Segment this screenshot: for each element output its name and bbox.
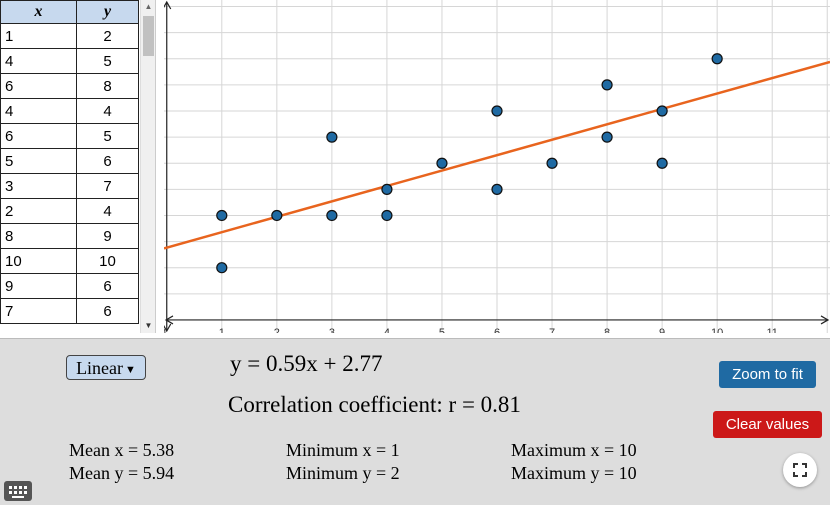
keyboard-button[interactable]	[4, 481, 32, 501]
y-axis-arrow-bottom	[164, 323, 172, 333]
x-cell[interactable]: 4	[0, 98, 77, 124]
x-axis-arrow-right	[820, 315, 830, 325]
minimum-y: Minimum y = 2	[286, 463, 400, 483]
x-tick-label: 9	[659, 327, 665, 333]
data-point	[601, 131, 613, 143]
data-table-pane: x y 1 2 4 5 6 8 4 4 6 5 5 6 3 7 2 4 8 9 10 10 9 6 7 6	[0, 0, 140, 333]
x-axis-arrow-left	[164, 315, 174, 325]
y-cell[interactable]: 4	[76, 98, 139, 124]
x-cell[interactable]: 4	[0, 48, 77, 74]
data-point	[546, 157, 558, 169]
x-tick-label: 1	[219, 327, 225, 333]
fullscreen-button[interactable]	[783, 453, 817, 487]
data-point	[601, 79, 613, 91]
scatter-plot[interactable]: 01234567891011246810	[164, 0, 830, 333]
x-column-header: x	[0, 0, 77, 24]
maximum-x: Maximum x = 10	[511, 440, 637, 460]
data-point	[271, 209, 283, 222]
x-tick-label: 7	[549, 327, 555, 333]
x-cell[interactable]: 7	[0, 298, 77, 324]
data-point	[381, 209, 393, 222]
x-cell[interactable]: 3	[0, 173, 77, 199]
mean-y: Mean y = 5.94	[69, 463, 175, 483]
y-cell[interactable]: 8	[76, 73, 139, 99]
y-cell[interactable]: 2	[76, 23, 139, 49]
dropdown-caret-icon: ▼	[125, 364, 136, 376]
data-point	[216, 209, 228, 222]
regression-model-label: Linear	[76, 358, 124, 378]
y-column-header: y	[76, 0, 139, 24]
scrollbar-thumb[interactable]	[143, 16, 154, 56]
x-cell[interactable]: 5	[0, 148, 77, 174]
x-tick-label: 8	[604, 327, 610, 333]
x-cell[interactable]: 2	[0, 198, 77, 224]
table-scrollbar[interactable]: ▲ ▼	[140, 0, 156, 333]
fullscreen-icon	[793, 463, 807, 477]
mean-x: Mean x = 5.38	[69, 440, 175, 460]
x-tick-label: 2	[274, 327, 280, 333]
data-point	[656, 157, 668, 169]
data-point	[381, 183, 393, 195]
correlation-coefficient: Correlation coefficient: r = 0.81	[228, 392, 521, 417]
x-cell[interactable]: 6	[0, 123, 77, 149]
minimum-x: Minimum x = 1	[286, 440, 400, 460]
y-cell[interactable]: 7	[76, 173, 139, 199]
y-cell[interactable]: 6	[76, 298, 139, 324]
x-cell[interactable]: 10	[0, 248, 77, 274]
y-cell[interactable]: 9	[76, 223, 139, 249]
y-cell[interactable]: 6	[76, 148, 139, 174]
scroll-down-icon[interactable]: ▼	[144, 321, 153, 330]
x-cell[interactable]: 1	[0, 23, 77, 49]
maximum-y: Maximum y = 10	[511, 463, 637, 483]
y-cell[interactable]: 4	[76, 198, 139, 224]
x-tick-label: 11	[766, 327, 777, 333]
regression-model-select[interactable]: Linear ▼	[66, 355, 146, 380]
table-row: 10 10	[0, 248, 139, 274]
y-cell[interactable]: 5	[76, 48, 139, 74]
x-tick-label: 10	[711, 327, 723, 333]
x-cell[interactable]: 6	[0, 73, 77, 99]
results-panel: Linear ▼ y = 0.59x + 2.77 Correlation coe…	[0, 338, 830, 505]
y-cell[interactable]: 10	[76, 248, 139, 274]
regression-equation: y = 0.59x + 2.77	[230, 351, 383, 376]
x-tick-label: 4	[384, 327, 390, 333]
y-axis-arrow-top	[164, 0, 172, 10]
y-cell[interactable]: 6	[76, 273, 139, 299]
x-tick-label: 0	[164, 327, 166, 333]
data-point	[491, 183, 503, 195]
x-tick-label: 3	[329, 327, 335, 333]
x-tick-label: 6	[494, 327, 500, 333]
data-table: x y 1 2 4 5 6 8 4 4 6 5 5 6 3 7 2 4 8 9 10 10 9 6 7 6	[0, 0, 139, 324]
pane-divider	[155, 0, 165, 333]
scroll-up-icon[interactable]: ▲	[144, 2, 153, 11]
data-point	[326, 209, 338, 222]
keyboard-icon	[9, 486, 27, 498]
data-point	[711, 53, 723, 65]
data-point	[326, 131, 338, 143]
data-point	[216, 262, 228, 274]
clear-values-button[interactable]: Clear values	[713, 411, 822, 438]
x-tick-label: 5	[439, 327, 445, 333]
data-point	[491, 105, 503, 117]
data-point	[656, 105, 668, 117]
y-cell[interactable]: 5	[76, 123, 139, 149]
x-cell[interactable]: 9	[0, 273, 77, 299]
data-point	[436, 157, 448, 169]
zoom-to-fit-button[interactable]: Zoom to fit	[719, 361, 816, 388]
x-cell[interactable]: 8	[0, 223, 77, 249]
